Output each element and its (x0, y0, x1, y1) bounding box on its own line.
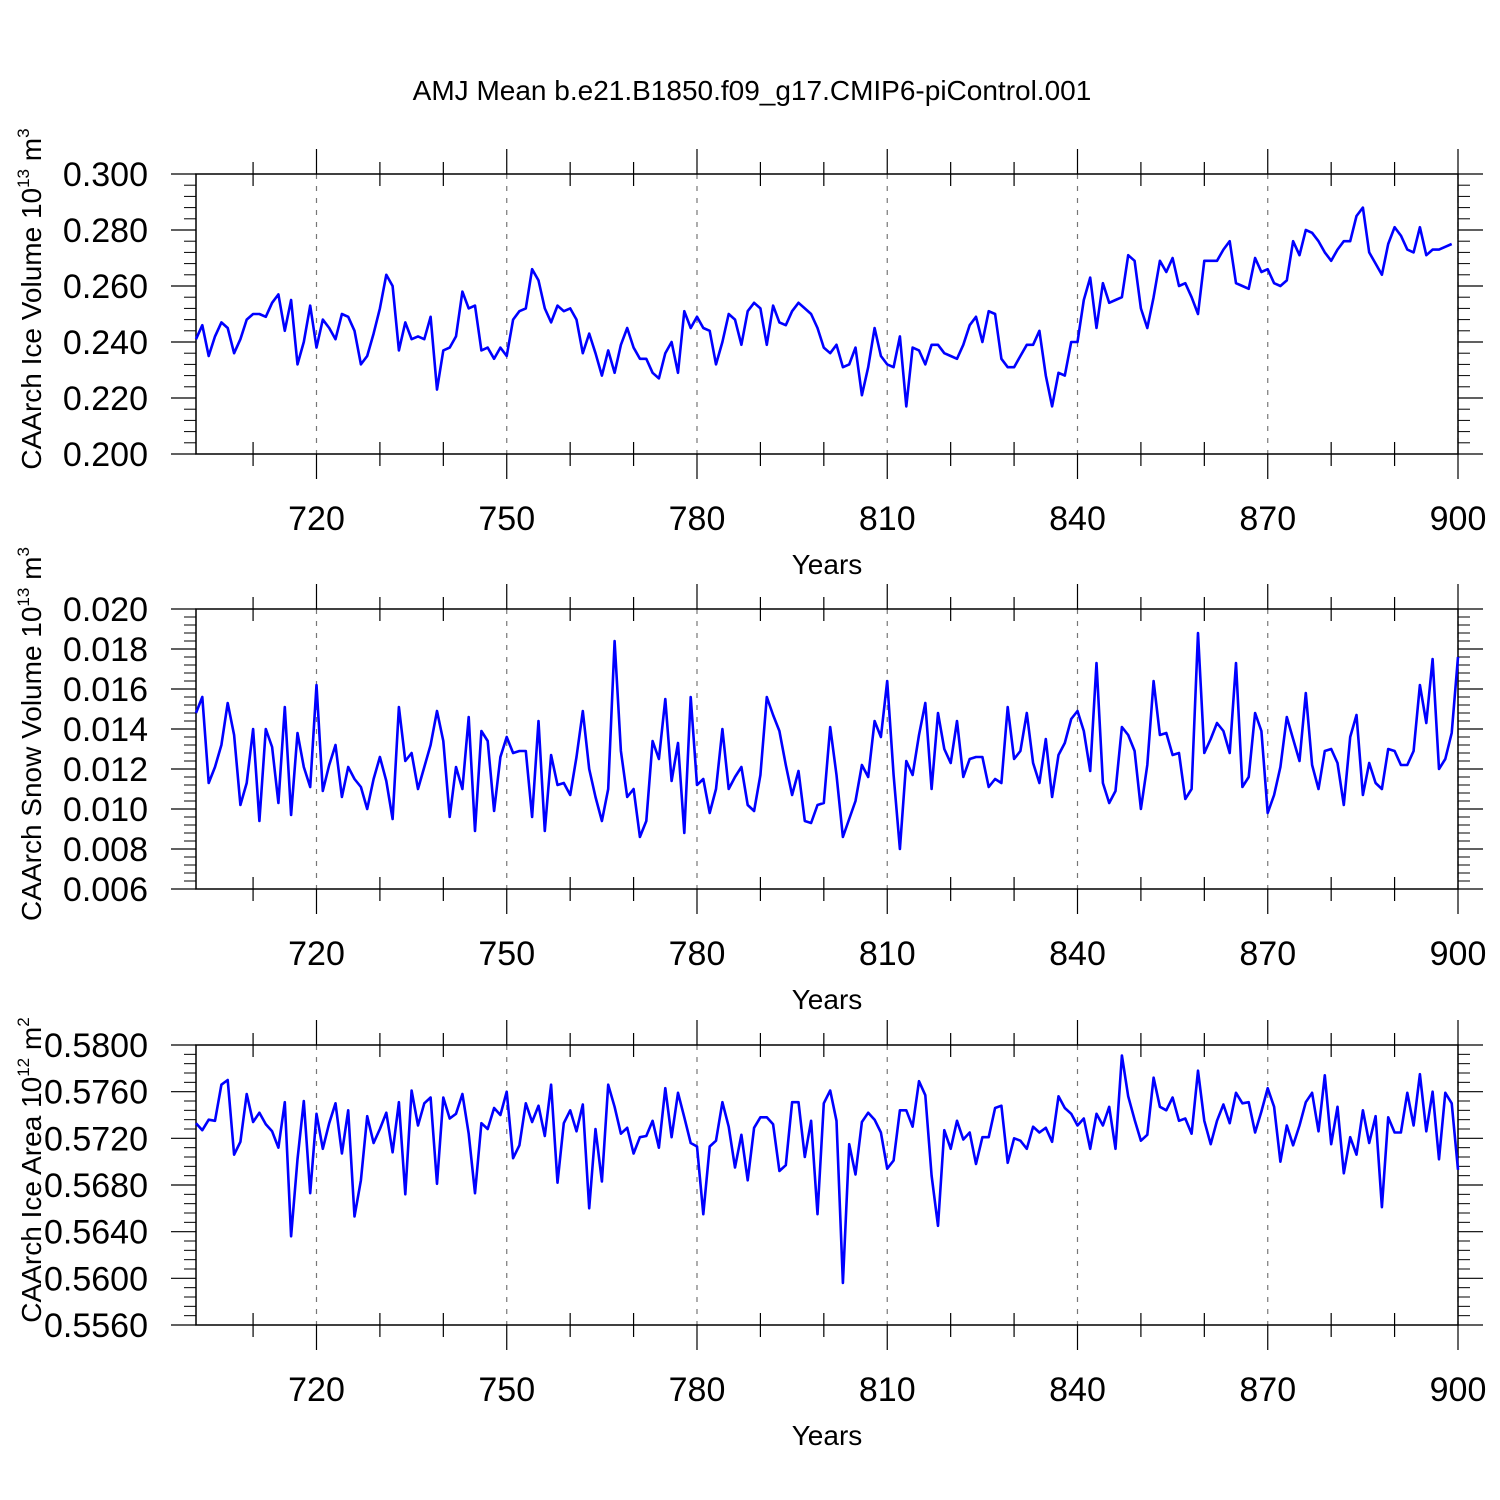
y-tick-label: 0.010 (63, 791, 148, 829)
y-tick-label: 0.5800 (44, 1027, 148, 1065)
x-tick-label: 780 (669, 935, 726, 973)
y-tick-label: 0.5640 (44, 1214, 148, 1252)
y-tick-label: 0.012 (63, 751, 148, 789)
y-tick-label: 0.5680 (44, 1167, 148, 1205)
x-tick-label: 870 (1239, 935, 1296, 973)
y-tick-label: 0.018 (63, 631, 148, 669)
x-tick-label: 780 (669, 1371, 726, 1409)
series-line (194, 631, 1460, 851)
x-tick-label: 840 (1049, 935, 1106, 973)
x-tick-label: 840 (1049, 1371, 1106, 1409)
y-tick-label: 0.280 (63, 212, 148, 250)
plot-frame (195, 608, 1459, 890)
y-tick-label: 0.006 (63, 871, 148, 909)
panel-1: 0.200 0.220 0.240 0.260 0.280 0.300 720 750 780 8… (14, 128, 1486, 580)
figure-title: AMJ Mean b.e21.B1850.f09_g17.CMIP6-piCon… (413, 75, 1092, 106)
y-tick-label: 0.020 (63, 591, 148, 629)
y-tick-label: 0.5720 (44, 1120, 148, 1158)
x-tick-label: 720 (288, 935, 345, 973)
x-tick-label: 900 (1430, 935, 1487, 973)
x-axis-label: Years (792, 1420, 863, 1451)
x-tick-label: 750 (478, 935, 535, 973)
x-tick-label: 810 (859, 1371, 916, 1409)
x-tick-label: 840 (1049, 500, 1106, 538)
x-tick-label: 750 (478, 500, 535, 538)
x-tick-label: 900 (1430, 500, 1487, 538)
y-tick-label: 0.300 (63, 156, 148, 194)
series-line (194, 206, 1453, 408)
x-tick-label: 810 (859, 500, 916, 538)
y-axis-label: CAArch Snow Volume 1013 m3 (14, 547, 47, 921)
y-tick-label: 0.5600 (44, 1260, 148, 1298)
y-tick-label: 0.240 (63, 324, 148, 362)
y-tick-label: 0.016 (63, 671, 148, 709)
panel-2: 0.0060.0080.0100.0120.0140.0160.0180.020… (14, 547, 1486, 1015)
y-tick-label: 0.008 (63, 831, 148, 869)
plot-frame (195, 1044, 1459, 1326)
x-tick-label: 810 (859, 935, 916, 973)
y-tick-label: 0.5560 (44, 1307, 148, 1345)
x-tick-label: 870 (1239, 500, 1296, 538)
y-tick-label: 0.5760 (44, 1074, 148, 1112)
x-axis-label: Years (792, 549, 863, 580)
x-tick-label: 780 (669, 500, 726, 538)
panel-3: 0.5560 0.5600 0.5640 0.5680 0.5720 0.5760 0.58… (14, 1017, 1486, 1451)
series-line (195, 1054, 1460, 1285)
x-tick-label: 720 (288, 1371, 345, 1409)
x-axis-label: Years (792, 984, 863, 1015)
y-axis-label: CAArch Ice Area 1012 m2 (14, 1017, 47, 1322)
x-tick-label: 900 (1430, 1371, 1487, 1409)
x-tick-label: 870 (1239, 1371, 1296, 1409)
plot-frame (195, 173, 1459, 455)
y-tick-label: 0.200 (63, 436, 148, 474)
y-axis-label: CAArch Ice Volume 1013 m3 (14, 128, 47, 469)
y-tick-label: 0.260 (63, 268, 148, 306)
y-tick-label: 0.220 (63, 380, 148, 418)
y-tick-label: 0.014 (63, 711, 148, 749)
x-tick-label: 720 (288, 500, 345, 538)
x-tick-label: 750 (478, 1371, 535, 1409)
